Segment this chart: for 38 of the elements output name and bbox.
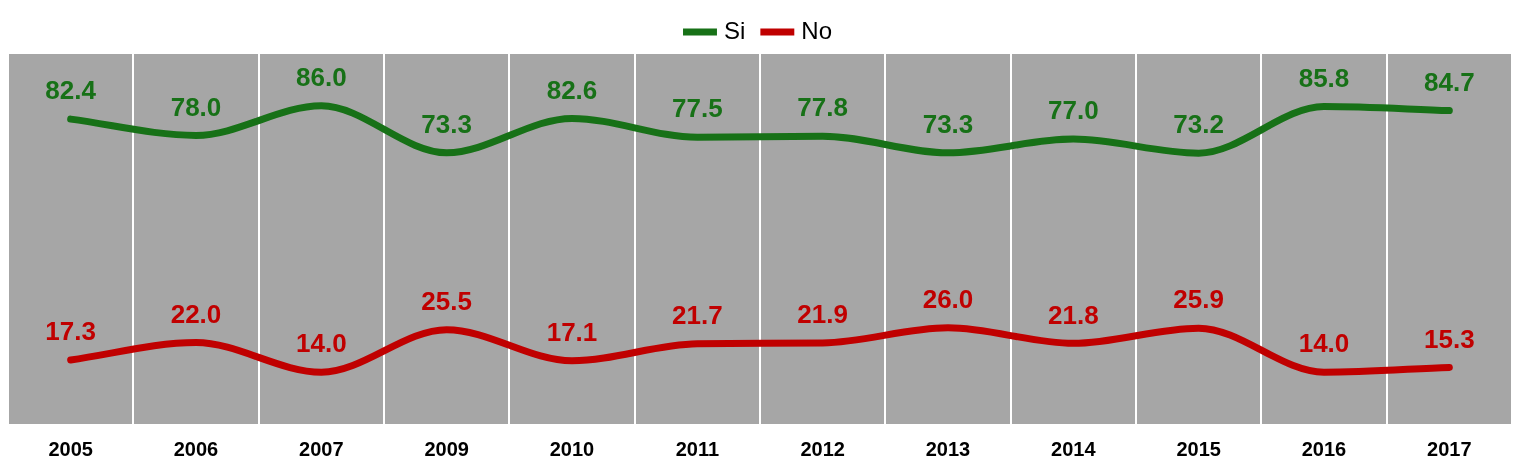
data-label: 14.0	[1298, 328, 1350, 359]
x-tick-label: 2011	[675, 437, 720, 460]
data-label: 77.5	[672, 93, 723, 124]
data-label: 82.6	[546, 74, 598, 105]
data-label: 73.3	[421, 108, 472, 139]
x-tick-label: 2016	[1301, 437, 1347, 460]
data-label: 15.3	[1424, 323, 1475, 354]
data-label: 22.0	[170, 298, 222, 329]
x-tick-label: 2007	[299, 437, 344, 460]
x-tick-label: 2010	[549, 437, 595, 460]
data-label: 17.1	[546, 316, 598, 347]
x-tick-label: 2013	[925, 437, 971, 460]
x-tick-label: 2017	[1427, 437, 1472, 460]
data-label: 77.8	[797, 92, 848, 123]
data-label: 21.7	[672, 299, 723, 330]
data-label: 85.8	[1298, 62, 1350, 93]
x-tick-label: 2014	[1051, 437, 1097, 460]
x-tick-label: 2015	[1176, 437, 1221, 460]
x-tick-label: 2005	[48, 437, 93, 460]
legend-label: No	[801, 16, 833, 44]
data-label: 17.3	[45, 316, 96, 347]
x-tick-label: 2009	[424, 437, 469, 460]
data-label: 78.0	[170, 91, 222, 122]
data-label: 21.8	[1048, 299, 1099, 330]
data-label: 82.4	[45, 75, 97, 106]
data-label: 73.3	[922, 108, 974, 139]
data-label: 84.7	[1424, 66, 1475, 97]
data-label: 73.2	[1173, 109, 1224, 140]
data-label: 25.5	[421, 285, 472, 316]
x-tick-label: 2012	[800, 437, 845, 460]
data-label: 21.9	[797, 299, 848, 330]
x-tick-label: 2006	[173, 437, 219, 460]
data-label: 25.9	[1173, 284, 1224, 315]
data-label: 77.0	[1048, 95, 1099, 126]
data-label: 14.0	[296, 328, 347, 359]
data-label: 86.0	[296, 61, 347, 92]
legend-label: Si	[723, 16, 746, 44]
data-label: 26.0	[922, 283, 974, 314]
